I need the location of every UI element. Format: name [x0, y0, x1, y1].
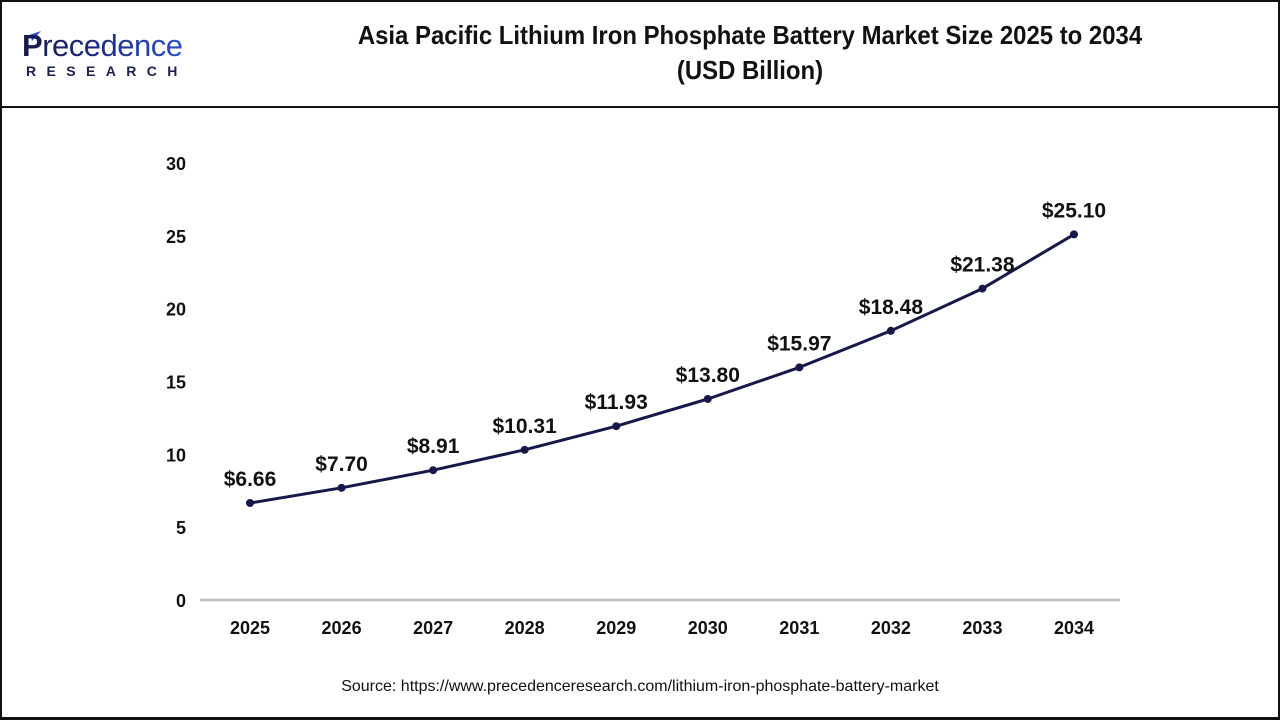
y-tick-label: 20: [166, 300, 186, 320]
x-tick-label: 2029: [596, 618, 636, 638]
data-label: $11.93: [585, 391, 648, 414]
data-point-markers: [246, 230, 1078, 507]
x-tick-label: 2025: [230, 618, 270, 638]
y-axis-ticks: 0 5 10 15 20 25 30: [166, 154, 186, 611]
market-size-line: [249, 233, 1075, 505]
data-point-marker: [978, 284, 987, 293]
data-label: $7.70: [315, 453, 368, 476]
y-tick-label: 25: [166, 227, 186, 247]
y-tick-label: 30: [166, 154, 186, 174]
chart-title-line1: Asia Pacific Lithium Iron Phosphate Batt…: [357, 20, 1143, 50]
x-tick-label: 2031: [779, 618, 819, 638]
data-point-marker: [795, 363, 804, 372]
precedence-research-logo: Precedence RESEARCH: [22, 28, 212, 84]
x-tick-label: 2032: [871, 618, 911, 638]
paper-plane-logo-icon: [23, 31, 41, 41]
x-tick-label: 2026: [322, 618, 362, 638]
data-label: $8.91: [407, 435, 460, 458]
data-point-marker: [703, 394, 712, 403]
logo-wordmark: Precedence: [22, 28, 182, 64]
header: Precedence RESEARCH Asia Pacific Lithium…: [0, 0, 1280, 108]
data-point-marker: [520, 445, 529, 454]
data-labels: $6.66 $7.70 $8.91 $10.31 $11.93 $13.80 $15.97 $…: [224, 199, 1106, 491]
x-tick-label: 2028: [505, 618, 545, 638]
x-tick-label: 2030: [688, 618, 728, 638]
x-tick-label: 2027: [413, 618, 453, 638]
data-label: $6.66: [224, 468, 277, 491]
source-citation: Source: https://www.precedenceresearch.c…: [341, 678, 939, 695]
x-tick-label: 2033: [962, 618, 1002, 638]
data-point-marker: [429, 466, 438, 475]
y-tick-label: 15: [166, 373, 186, 393]
y-tick-label: 10: [166, 445, 186, 465]
y-tick-label: 0: [176, 591, 186, 611]
data-label: $18.48: [859, 296, 924, 319]
data-label: $13.80: [676, 364, 740, 387]
data-point-marker: [246, 498, 254, 507]
logo-rest: recedence: [42, 28, 183, 63]
data-label: $15.97: [767, 332, 831, 355]
y-tick-label: 5: [176, 518, 186, 538]
x-tick-label: 2034: [1054, 618, 1094, 638]
x-axis-ticks: 2025 2026 2027 2028 2029 2030 2031 2032 2033 2034: [230, 618, 1094, 638]
data-point-marker: [1070, 230, 1078, 239]
data-point-marker: [886, 326, 895, 335]
chart-title-line2: (USD Billion): [676, 55, 824, 85]
logo-subtitle: RESEARCH: [26, 63, 188, 79]
data-label: $25.10: [1042, 199, 1106, 222]
data-point-marker: [612, 422, 621, 431]
chart-title: Asia Pacific Lithium Iron Phosphate Batt…: [290, 18, 1210, 88]
data-point-marker: [337, 483, 346, 492]
logo-initial: P: [22, 28, 43, 63]
data-label: $21.38: [950, 254, 1015, 277]
data-label: $10.31: [493, 415, 558, 438]
